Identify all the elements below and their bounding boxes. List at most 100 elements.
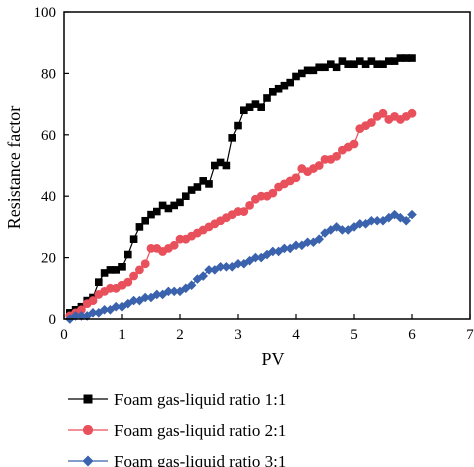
- data-point: [350, 60, 358, 68]
- x-tick-label: 1: [118, 327, 126, 343]
- x-tick-label: 4: [292, 327, 300, 343]
- y-tick-label: 20: [41, 251, 56, 267]
- data-point: [245, 201, 255, 210]
- data-point: [361, 60, 370, 68]
- data-point: [285, 243, 295, 254]
- data-point: [95, 278, 103, 286]
- data-point: [298, 69, 306, 78]
- data-point: [291, 173, 301, 183]
- data-point: [349, 139, 359, 149]
- x-tick-label: 5: [350, 327, 358, 343]
- series-3: [65, 209, 417, 324]
- data-point: [366, 215, 377, 226]
- data-point: [373, 60, 381, 68]
- y-tick-label: 40: [41, 189, 56, 205]
- data-point: [210, 265, 220, 275]
- data-point: [395, 212, 406, 223]
- data-point: [327, 60, 335, 68]
- data-point: [227, 262, 237, 272]
- data-point: [240, 106, 248, 115]
- legend-marker: [83, 394, 93, 404]
- data-point: [152, 289, 162, 300]
- data-point: [407, 209, 417, 220]
- data-point: [135, 265, 144, 275]
- data-point: [106, 266, 115, 274]
- data-point: [123, 298, 133, 309]
- data-point: [332, 63, 341, 72]
- data-point: [280, 81, 289, 90]
- data-point: [164, 204, 173, 213]
- x-axis-label: PV: [261, 349, 284, 369]
- data-point: [211, 161, 219, 170]
- plot-frame: [63, 11, 471, 320]
- data-point: [147, 210, 155, 219]
- data-point: [338, 57, 347, 65]
- y-tick-label: 80: [41, 66, 56, 82]
- data-point: [367, 118, 376, 127]
- data-point: [389, 209, 400, 220]
- data-point: [228, 134, 236, 142]
- y-tick-label: 0: [49, 312, 57, 328]
- data-point: [268, 246, 278, 257]
- data-point: [297, 240, 307, 251]
- legend-item: Foam gas-liquid ratio 2:1: [68, 421, 286, 440]
- data-point: [186, 280, 197, 291]
- data-point: [268, 188, 278, 198]
- data-point: [273, 246, 284, 257]
- data-point: [153, 207, 161, 216]
- data-point: [199, 177, 207, 185]
- data-point: [182, 192, 190, 200]
- data-point: [170, 201, 178, 210]
- data-point: [402, 54, 410, 62]
- data-point: [112, 266, 120, 274]
- data-point: [303, 66, 312, 75]
- data-point: [140, 259, 150, 269]
- data-point: [331, 222, 342, 232]
- data-point: [134, 295, 145, 306]
- data-point: [99, 304, 110, 315]
- data-point: [88, 296, 98, 305]
- data-point: [378, 108, 388, 118]
- data-point: [274, 84, 283, 93]
- data-point: [396, 54, 405, 62]
- series-2: [65, 108, 417, 321]
- legend-item: Foam gas-liquid ratio 1:1: [68, 390, 286, 409]
- data-point: [181, 283, 191, 294]
- data-point: [291, 240, 301, 251]
- data-point: [135, 223, 144, 231]
- data-point: [408, 54, 416, 62]
- data-point: [279, 243, 290, 254]
- data-point: [70, 311, 81, 321]
- data-point: [314, 161, 324, 170]
- data-point: [257, 103, 265, 111]
- data-point: [129, 235, 138, 243]
- y-tick-label: 60: [41, 128, 56, 144]
- data-point: [146, 292, 156, 303]
- data-point: [326, 225, 336, 235]
- legend-item: Foam gas-liquid ratio 3:1: [68, 452, 286, 467]
- data-point: [100, 269, 109, 277]
- data-point: [140, 292, 150, 303]
- data-point: [251, 100, 260, 108]
- data-point: [233, 258, 243, 269]
- data-point: [390, 57, 399, 65]
- data-point: [222, 161, 231, 170]
- data-point: [105, 304, 116, 315]
- x-tick-label: 3: [234, 327, 242, 343]
- series-line: [69, 57, 412, 314]
- data-point: [315, 63, 323, 72]
- data-point: [245, 103, 254, 111]
- legend: Foam gas-liquid ratio 1:1 Foam gas-liquid…: [68, 390, 286, 467]
- data-point: [141, 216, 149, 225]
- data-point: [88, 308, 98, 318]
- data-point: [76, 311, 87, 321]
- legend-marker: [82, 455, 94, 467]
- data-point: [344, 60, 352, 68]
- legend-label: Foam gas-liquid ratio 3:1: [114, 452, 286, 467]
- data-point: [302, 237, 313, 248]
- data-point: [286, 78, 294, 87]
- plot-area: [65, 54, 417, 324]
- data-point: [118, 263, 126, 271]
- data-point: [321, 63, 329, 72]
